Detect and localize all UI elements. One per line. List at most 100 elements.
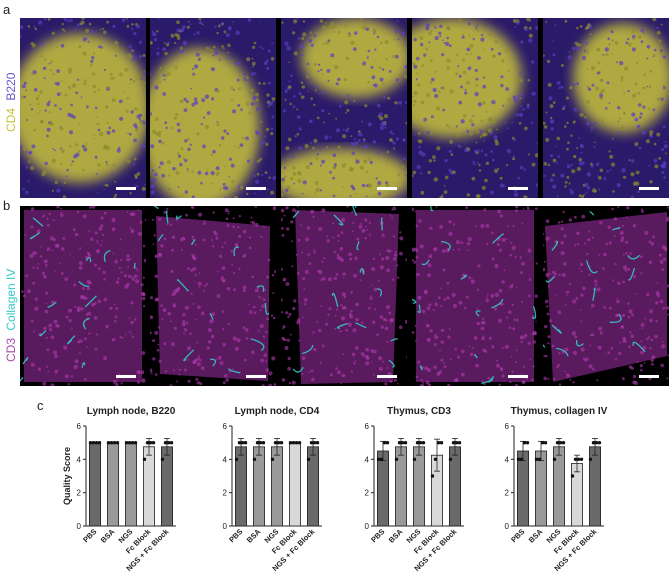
data-point: [271, 458, 274, 461]
data-point: [289, 441, 292, 444]
row-b-images: [20, 206, 669, 386]
data-point: [262, 441, 265, 444]
data-point: [595, 441, 598, 444]
condition-label: PBS: [20, 2, 146, 17]
data-point: [449, 458, 452, 461]
data-point: [313, 441, 316, 444]
data-point: [383, 441, 386, 444]
data-point: [298, 441, 301, 444]
data-point: [437, 441, 440, 444]
chart-title: Lymph node, B220: [87, 406, 176, 417]
data-point: [598, 441, 601, 444]
data-point: [98, 441, 101, 444]
condition-label: NGS: [281, 2, 407, 17]
scale-bar: [246, 187, 266, 190]
data-point: [316, 441, 319, 444]
x-tick-label: PBS: [227, 527, 244, 544]
scale-bar: [246, 375, 266, 378]
data-point: [380, 458, 383, 461]
condition-label: Fc Block: [412, 2, 538, 17]
data-point: [544, 441, 547, 444]
row-b-channel-label: CD3 Collagen IV: [4, 269, 18, 362]
scale-bar: [508, 187, 528, 190]
image-tile-cd4-b220: [281, 18, 407, 198]
y-tick-label: 4: [505, 455, 510, 464]
data-point: [592, 441, 595, 444]
data-point: [170, 441, 173, 444]
chart-title: Thymus, CD3: [387, 406, 451, 417]
data-point: [404, 441, 407, 444]
data-point: [292, 441, 295, 444]
data-point: [413, 458, 416, 461]
x-tick-label: PBS: [369, 527, 386, 544]
x-tick-label: BSA: [387, 527, 405, 545]
chart-title: Thymus, collagen IV: [511, 406, 608, 417]
bar: [89, 443, 100, 526]
data-point: [517, 458, 520, 461]
data-point: [538, 458, 541, 461]
scale-bar: [639, 375, 659, 378]
scale-bar: [377, 187, 397, 190]
y-tick-label: 4: [365, 455, 370, 464]
data-point: [571, 474, 574, 477]
data-point: [167, 441, 170, 444]
bar: [289, 443, 300, 526]
data-point: [526, 441, 529, 444]
image-tile-cd3-collagen: [543, 206, 669, 386]
row-a-images: [20, 18, 669, 198]
data-point: [398, 441, 401, 444]
data-point: [307, 458, 310, 461]
y-tick-label: 4: [223, 455, 228, 464]
data-point: [143, 458, 146, 461]
data-point: [395, 458, 398, 461]
data-point: [152, 441, 155, 444]
data-point: [520, 458, 523, 461]
b220-label: B220: [4, 73, 18, 101]
bar: [107, 443, 118, 526]
data-point: [274, 441, 277, 444]
data-point: [244, 441, 247, 444]
data-point: [235, 458, 238, 461]
data-point: [434, 458, 437, 461]
data-point: [401, 441, 404, 444]
y-tick-label: 2: [223, 489, 228, 498]
y-tick-label: 0: [77, 522, 82, 531]
data-point: [95, 441, 98, 444]
data-point: [241, 441, 244, 444]
data-point: [458, 441, 461, 444]
image-tile-cd3-collagen: [281, 206, 407, 386]
data-point: [535, 458, 538, 461]
x-tick-label: BSA: [527, 527, 545, 545]
bar: [377, 451, 388, 526]
cd4-label: CD4: [4, 108, 18, 132]
y-tick-label: 0: [223, 522, 228, 531]
panel-letter-c: c: [37, 398, 44, 413]
data-point: [149, 441, 152, 444]
data-point: [253, 458, 256, 461]
data-point: [128, 441, 131, 444]
data-point: [125, 441, 128, 444]
y-tick-label: 6: [77, 422, 82, 431]
bar: [571, 464, 582, 527]
data-point: [416, 441, 419, 444]
image-tile-cd3-collagen: [412, 206, 538, 386]
scale-bar: [116, 375, 136, 378]
image-tile-cd4-b220: [20, 18, 146, 198]
y-tick-label: 6: [365, 422, 370, 431]
x-tick-label: PBS: [509, 527, 526, 544]
x-tick-label: PBS: [81, 527, 98, 544]
panel-letter-a: a: [3, 2, 10, 17]
data-point: [295, 441, 298, 444]
data-point: [164, 441, 167, 444]
y-tick-label: 6: [223, 422, 228, 431]
y-tick-label: 2: [505, 489, 510, 498]
condition-label: BSA: [150, 2, 276, 17]
y-tick-label: 0: [505, 522, 510, 531]
data-point: [431, 474, 434, 477]
y-tick-label: 2: [77, 489, 82, 498]
data-point: [556, 441, 559, 444]
chart-title: Lymph node, CD4: [235, 406, 320, 417]
data-point: [113, 441, 116, 444]
